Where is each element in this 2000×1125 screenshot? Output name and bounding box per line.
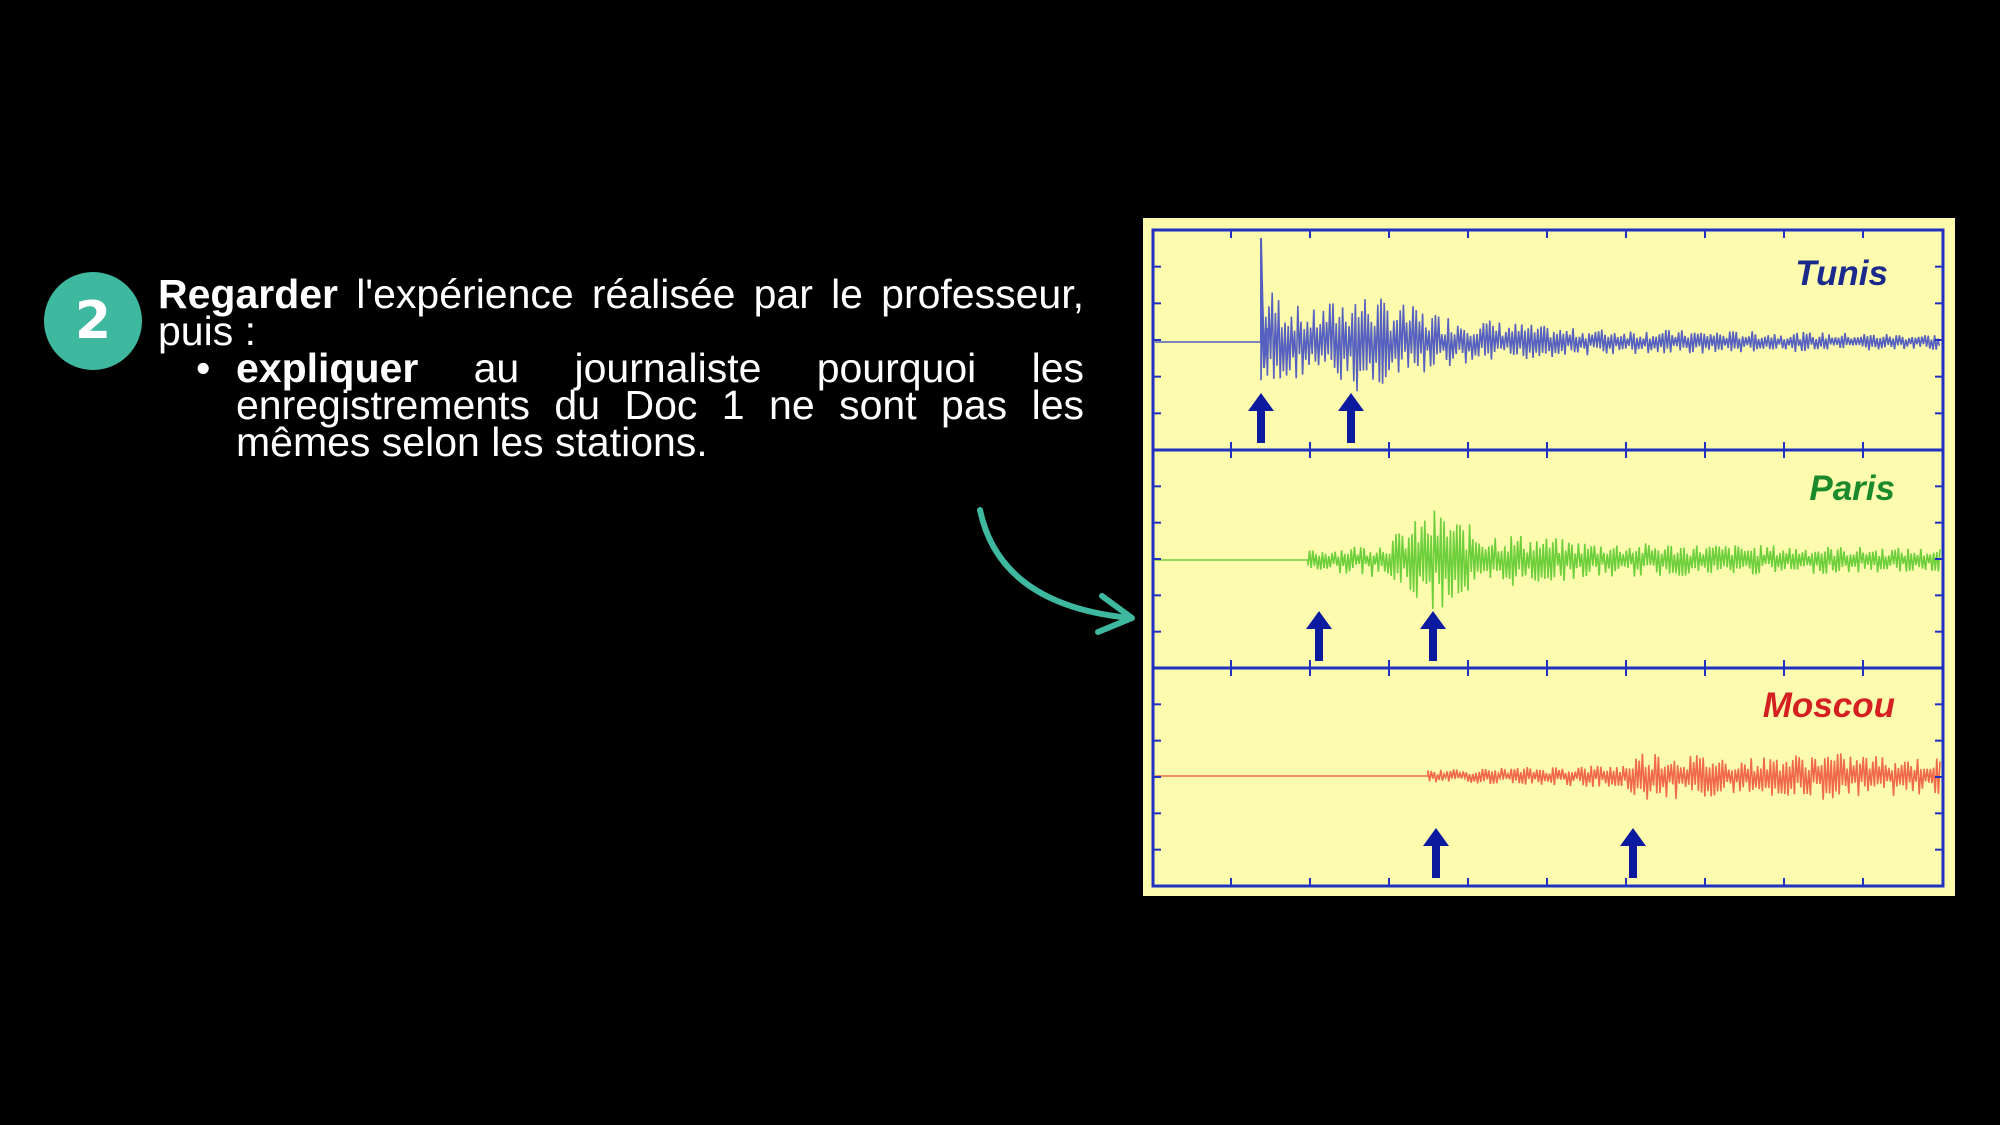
bullet-dot: • <box>196 345 211 391</box>
wave-arrival-arrow-icon <box>1420 611 1446 661</box>
wave-arrival-arrow-icon <box>1338 393 1364 443</box>
seismic-trace-moscou <box>1155 753 1941 800</box>
seismic-trace-paris <box>1155 510 1941 609</box>
seismic-traces <box>1155 237 1941 800</box>
seismogram-figure: Tunis Paris Moscou <box>1143 218 1955 896</box>
verb-regarder: Regarder <box>158 271 339 317</box>
instruction-line: Regarder l'expérience réalisée par le pr… <box>158 274 1084 352</box>
bullet-rest: au journaliste pourquoi les enregistreme… <box>236 345 1084 465</box>
instruction-text: Regarder l'expérience réalisée par le pr… <box>158 274 1084 463</box>
step-number-badge: 2 <box>44 272 142 370</box>
station-label-tunis: Tunis <box>1795 254 1888 293</box>
instruction-rest: l'expérience réalisée par le professeur,… <box>158 271 1084 354</box>
wave-arrival-arrow-icon <box>1423 828 1449 878</box>
station-label-moscou: Moscou <box>1763 686 1895 725</box>
bullet-item: • expliquer au journaliste pourquoi les e… <box>196 348 1084 463</box>
seismic-trace-tunis-spike <box>1260 237 1268 369</box>
verb-expliquer: expliquer <box>236 345 419 391</box>
wave-arrival-arrow-icon <box>1248 393 1274 443</box>
wave-arrival-arrows <box>1248 393 1646 878</box>
curved-arrow-icon <box>977 507 1135 635</box>
seismic-trace-tunis <box>1155 292 1941 392</box>
step-number: 2 <box>74 291 112 351</box>
wave-arrival-arrow-icon <box>1306 611 1332 661</box>
figure-frame <box>1151 228 1945 888</box>
wave-arrival-arrow-icon <box>1620 828 1646 878</box>
station-label-paris: Paris <box>1809 469 1895 508</box>
